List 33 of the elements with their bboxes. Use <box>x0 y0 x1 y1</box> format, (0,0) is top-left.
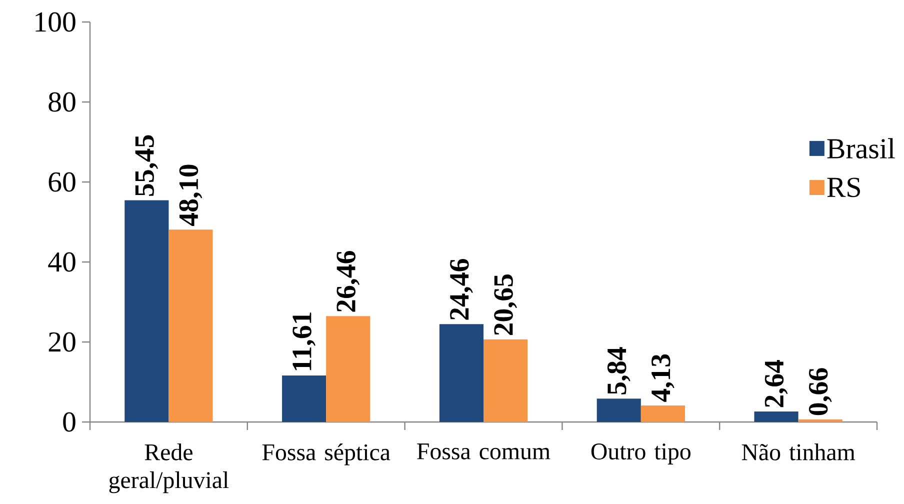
data-label: 24,46 <box>450 259 473 320</box>
bar <box>439 324 484 422</box>
bar <box>124 200 169 422</box>
bar <box>282 376 326 422</box>
x-tick-label: Fossa comum <box>417 444 550 460</box>
y-tick-label: 20 <box>48 332 76 352</box>
y-tick-label: 60 <box>48 172 76 192</box>
bar <box>640 405 685 422</box>
y-tick-label: 80 <box>48 92 76 112</box>
data-label: 4,13 <box>652 354 674 402</box>
data-label: 0,66 <box>808 368 832 416</box>
data-label: 55,45 <box>135 135 158 196</box>
bar <box>484 339 528 422</box>
y-tick-label: 40 <box>48 252 76 272</box>
x-tick-label: Outro tipo <box>591 444 690 464</box>
data-label: 5,84 <box>607 347 630 394</box>
x-tick-label: Rede geral/pluvial <box>109 444 229 494</box>
y-tick-label: 100 <box>36 12 76 32</box>
x-tick-label: Fossa séptica <box>262 444 390 466</box>
legend-label: Brasil <box>827 138 895 159</box>
data-label: 26,46 <box>336 251 360 312</box>
data-label: 2,64 <box>764 360 788 408</box>
data-label: 11,61 <box>292 312 316 370</box>
x-tick-label: Não tinham <box>742 444 856 460</box>
bar <box>326 316 370 422</box>
bar <box>754 411 798 422</box>
bar <box>168 230 213 422</box>
bar <box>798 419 842 422</box>
legend-label: RS <box>827 178 860 198</box>
data-label: 48,10 <box>179 164 202 226</box>
bar <box>596 398 641 422</box>
data-label: 20,65 <box>494 274 517 336</box>
y-tick-label: 0 <box>63 412 76 432</box>
